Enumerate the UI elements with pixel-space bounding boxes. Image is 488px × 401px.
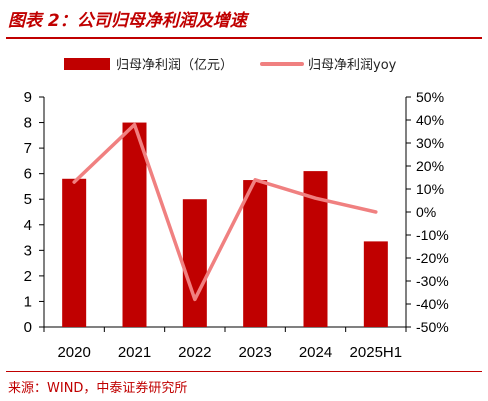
chart-title: 图表 2：公司归母净利润及增速 [8, 11, 247, 31]
bars [62, 122, 388, 327]
left-tick-label: 4 [24, 217, 32, 234]
right-tick-label: 0% [416, 204, 436, 220]
legend-bar-swatch [64, 58, 110, 70]
right-axis-ticks: -50% -40% -30% -20% -10% 0% 10% 20% 30% 40% 50% [406, 89, 449, 335]
x-tick-label: 2020 [57, 344, 90, 361]
left-tick-label: 2 [24, 268, 32, 285]
right-tick-label: -30% [416, 273, 449, 289]
source-note: 来源：WIND，中泰证券研究所 [8, 381, 188, 396]
legend-line-label: 归母净利润yoy [308, 58, 397, 73]
left-tick-label: 6 [24, 166, 32, 183]
left-tick-label: 1 [24, 293, 32, 310]
x-tick-label: 2022 [178, 344, 211, 361]
legend: 归母净利润（亿元） 归母净利润yoy [64, 58, 397, 73]
left-axis-ticks: 0 1 2 3 4 5 6 7 8 9 [24, 89, 44, 336]
right-tick-label: 10% [416, 181, 444, 197]
bar [243, 180, 268, 327]
right-tick-label: 50% [416, 89, 444, 105]
axes [43, 97, 407, 328]
left-tick-label: 9 [24, 89, 32, 106]
right-tick-label: -40% [416, 296, 449, 312]
right-tick-label: 30% [416, 135, 444, 151]
title-divider [6, 37, 482, 39]
right-tick-label: -50% [416, 319, 449, 335]
right-tick-label: 40% [416, 112, 444, 128]
yoy-line [72, 122, 378, 302]
x-tick-label: 2024 [299, 344, 332, 361]
bar [122, 122, 147, 327]
left-tick-label: 5 [24, 191, 32, 208]
left-tick-label: 7 [24, 140, 32, 157]
right-tick-label: 20% [416, 158, 444, 174]
left-tick-label: 8 [24, 115, 32, 132]
right-tick-label: -10% [416, 227, 449, 243]
legend-bar-label: 归母净利润（亿元） [116, 58, 233, 73]
x-tick-label: 2021 [118, 344, 151, 361]
chart: 归母净利润（亿元） 归母净利润yoy 0 1 2 3 4 5 6 7 8 9 -50% -40% -3… [24, 58, 449, 361]
yoy-line-series [72, 122, 378, 302]
x-tick-label: 2023 [238, 344, 271, 361]
source-divider [6, 371, 482, 372]
x-axis-ticks: 2020 2021 2022 2023 2024 2025H1 [43, 327, 407, 361]
left-tick-label: 3 [24, 242, 32, 259]
bar [363, 241, 388, 327]
bar [62, 178, 87, 327]
left-tick-label: 0 [24, 319, 32, 336]
x-tick-label: 2025H1 [350, 344, 403, 361]
bar [182, 199, 207, 327]
right-tick-label: -20% [416, 250, 449, 266]
